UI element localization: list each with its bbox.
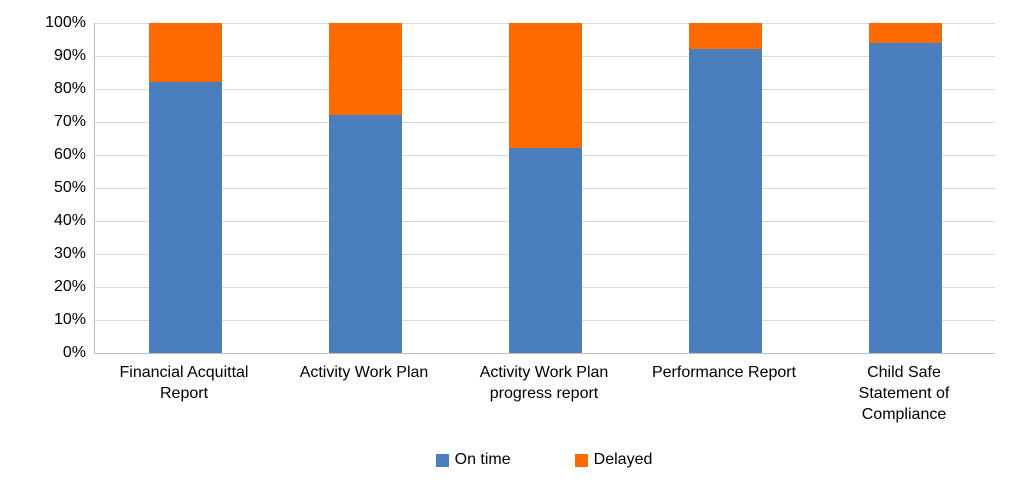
x-axis-category-label: Child Safe Statement of Compliance — [858, 364, 950, 423]
y-axis-tick-label: 0% — [62, 344, 86, 361]
y-axis-tick-label: 90% — [53, 47, 86, 64]
y-axis-tick-label: 100% — [45, 14, 86, 31]
x-axis-category-labels: Financial Acquittal Report Activity Work … — [94, 362, 994, 425]
bar-2 — [328, 23, 402, 353]
bar-1 — [148, 23, 222, 353]
y-axis-tick-label: 30% — [53, 245, 86, 262]
bar-segment-on-time — [148, 82, 222, 353]
bar-4 — [688, 23, 762, 353]
bar-segment-on-time — [328, 115, 402, 353]
y-axis-tick-label: 50% — [53, 179, 86, 196]
bar-segment-delayed — [868, 23, 942, 43]
legend-label: On time — [454, 451, 511, 468]
x-axis-category-label: Activity Work Plan progress report — [479, 364, 609, 402]
legend-item-delayed: Delayed — [574, 451, 653, 469]
y-axis-tick-label: 70% — [53, 113, 86, 130]
bar-5 — [868, 23, 942, 353]
y-axis: 0% 10% 20% 30% 40% 50% 60% 70% 80% 90% 100% — [0, 14, 86, 361]
bar-segment-delayed — [328, 23, 402, 116]
y-axis-tick-label: 10% — [53, 311, 86, 328]
legend: On time Delayed — [94, 451, 994, 469]
y-axis-tick-label: 60% — [53, 146, 86, 163]
legend-item-on-time: On time — [435, 451, 511, 469]
x-axis-category-label: Performance Report — [651, 364, 797, 381]
bar-segment-delayed — [688, 23, 762, 50]
bar-segment-on-time — [688, 49, 762, 353]
x-axis-category-label: Activity Work Plan — [299, 364, 429, 381]
bar-segment-delayed — [508, 23, 582, 149]
x-axis-category-label: Financial Acquittal Report — [119, 364, 249, 402]
y-axis-tick-label: 80% — [53, 80, 86, 97]
bar-segment-delayed — [148, 23, 222, 83]
plot-area — [94, 23, 995, 354]
y-axis-tick-label: 40% — [53, 212, 86, 229]
legend-label: Delayed — [593, 451, 653, 468]
y-axis-tick-label: 20% — [53, 278, 86, 295]
bar-segment-on-time — [868, 42, 942, 353]
bar-3 — [508, 23, 582, 353]
bar-segment-on-time — [508, 148, 582, 353]
legend-swatch-icon — [435, 453, 449, 467]
legend-swatch-icon — [574, 453, 588, 467]
